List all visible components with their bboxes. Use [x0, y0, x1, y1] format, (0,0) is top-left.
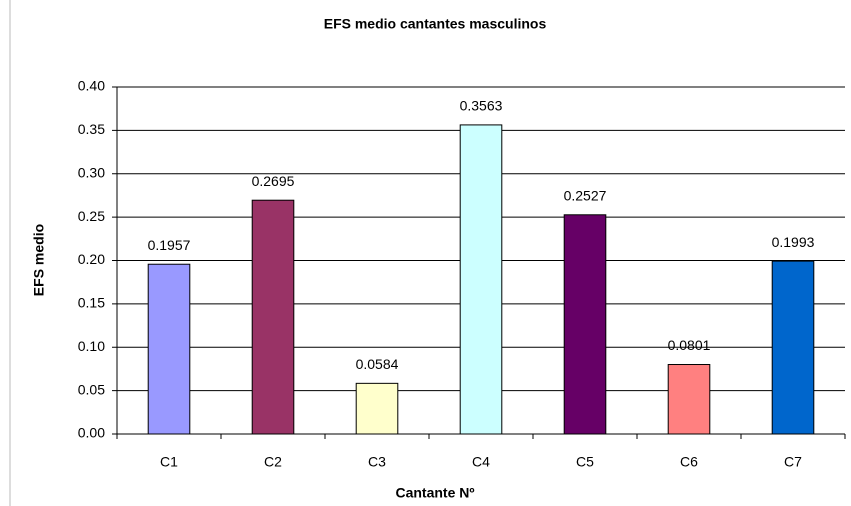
y-tick-label: 0.25: [78, 208, 105, 224]
x-tick-label: C2: [264, 454, 282, 470]
value-label: 0.1993: [772, 234, 815, 250]
bar: [459, 124, 503, 435]
bar: [355, 382, 399, 435]
bar: [251, 199, 295, 435]
y-tick-label: 0.20: [78, 251, 105, 267]
value-label: 0.2527: [564, 187, 607, 203]
value-label: 0.0801: [668, 337, 711, 353]
y-tick-label: 0.35: [78, 121, 105, 137]
y-axis-label: EFS medio: [31, 224, 47, 296]
value-label: 0.3563: [460, 98, 503, 114]
value-label: 0.0584: [356, 356, 399, 372]
x-tick-label: C6: [680, 454, 698, 470]
y-tick-label: 0.10: [78, 338, 105, 354]
x-tick-label: C7: [784, 454, 802, 470]
bar: [771, 260, 815, 435]
y-tick-label: 0.15: [78, 295, 105, 311]
x-tick-label: C1: [160, 454, 178, 470]
x-tick-label: C5: [576, 454, 594, 470]
x-tick-label: C3: [368, 454, 386, 470]
value-label: 0.2695: [252, 173, 295, 189]
y-tick-label: 0.05: [78, 381, 105, 397]
bar: [147, 263, 191, 435]
x-axis-label: Cantante Nº: [395, 485, 474, 501]
bar: [563, 214, 607, 435]
value-label: 0.1957: [148, 237, 191, 253]
x-tick-label: C4: [472, 454, 490, 470]
chart-title: EFS medio cantantes masculinos: [324, 16, 547, 32]
bar: [667, 364, 711, 435]
y-tick-label: 0.00: [78, 425, 105, 441]
y-tick-label: 0.40: [78, 78, 105, 94]
y-tick-label: 0.30: [78, 164, 105, 180]
